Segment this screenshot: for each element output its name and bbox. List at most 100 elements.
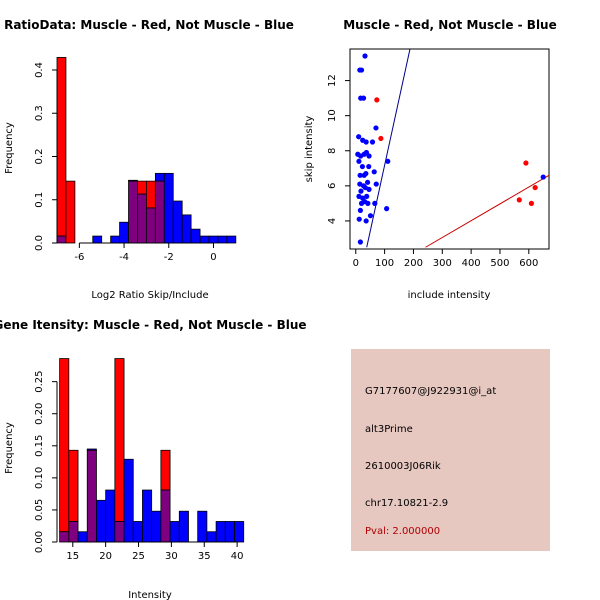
not-muscle-bar <box>92 235 103 244</box>
y-tick-label: 0.15 <box>34 435 45 457</box>
not-muscle-point <box>364 179 371 185</box>
not-muscle-point <box>359 163 366 170</box>
overlap-bar <box>56 235 67 244</box>
scatter-ylabel: skip intensity <box>304 116 315 183</box>
muscle-bar <box>59 358 70 533</box>
not-muscle-point <box>366 153 372 159</box>
gene-name-text: 2610003J06Rik <box>365 461 441 472</box>
muscle-point <box>523 160 529 166</box>
overlap-bar <box>137 193 147 244</box>
not-muscle-point <box>357 207 363 214</box>
muscle-fit-line <box>425 174 549 248</box>
y-tick-label: 0.0 <box>34 235 45 251</box>
probe-info-panel: G7177607@J922931@i_at alt3Prime 2610003J… <box>351 349 550 551</box>
gene-hist-xlabel: Intensity <box>128 590 172 600</box>
not-muscle-point <box>364 193 370 199</box>
x-tick-label: 300 <box>433 258 452 269</box>
x-tick-label: -6 <box>74 252 84 263</box>
not-muscle-point <box>356 158 362 164</box>
x-tick-label: 20 <box>99 551 112 562</box>
not-muscle-bar <box>224 521 235 543</box>
y-tick-label: 12 <box>327 74 338 87</box>
not-muscle-bar <box>172 200 183 244</box>
y-tick-label: 0.20 <box>34 403 45 425</box>
x-tick-label: 0 <box>210 252 216 263</box>
not-muscle-bar <box>169 521 180 543</box>
muscle-point <box>528 200 535 206</box>
not-muscle-point <box>358 67 365 73</box>
not-muscle-point <box>385 158 391 164</box>
not-muscle-bar <box>208 235 219 244</box>
not-muscle-bar <box>206 531 217 543</box>
muscle-point <box>378 135 384 142</box>
overlap-bar <box>114 521 125 543</box>
y-tick-label: 6 <box>327 183 338 189</box>
muscle-point <box>516 197 522 203</box>
y-tick-label: 0.1 <box>34 192 45 208</box>
muscle-bar <box>146 180 156 209</box>
not-muscle-bar <box>199 235 210 244</box>
not-muscle-point <box>372 200 378 206</box>
location-text: chr17.10821-2.9 <box>365 498 449 509</box>
ratio-hist-title: RatioData: Muscle - Red, Not Muscle - Bl… <box>4 18 294 32</box>
scatter-y-axis: 4 6 8 10 12 <box>327 74 351 224</box>
x-tick-label: 40 <box>231 551 244 562</box>
not-muscle-point <box>540 174 546 180</box>
muscle-bar <box>160 449 171 491</box>
gene-intensity-histogram: Gene Itensity: Muscle - Red, Not Muscle … <box>0 318 307 600</box>
not-muscle-point <box>357 239 363 245</box>
muscle-point <box>374 97 380 103</box>
gene-hist-ylabel: Frequency <box>4 422 15 474</box>
not-muscle-point <box>373 125 379 131</box>
y-tick-label: 4 <box>327 218 338 224</box>
x-tick-label: 500 <box>490 258 509 269</box>
not-muscle-bar <box>163 172 174 244</box>
ratio-hist-x-axis: -6 -4 -2 0 <box>74 242 217 263</box>
y-tick-label: 0.3 <box>34 105 45 121</box>
y-tick-label: 0.25 <box>34 371 45 393</box>
y-tick-label: 0.10 <box>34 467 45 489</box>
not-muscle-point <box>367 213 374 219</box>
scatter-fit-lines <box>366 49 549 248</box>
gene-hist-x-axis: 15 20 25 30 35 40 <box>66 541 244 562</box>
muscle-bar <box>114 358 125 522</box>
event-type-text: alt3Prime <box>365 424 413 435</box>
overlap-bar <box>154 180 165 244</box>
not-muscle-point <box>356 216 362 222</box>
scatter-points <box>355 53 546 245</box>
not-muscle-point <box>363 170 369 177</box>
not-muscle-point <box>365 200 371 206</box>
y-tick-label: 8 <box>327 148 338 154</box>
not-muscle-bar <box>226 235 237 244</box>
not-muscle-fit-line <box>366 49 411 248</box>
x-tick-label: 200 <box>404 258 423 269</box>
not-muscle-point <box>384 206 390 212</box>
x-tick-label: 600 <box>519 258 538 269</box>
scatter-x-axis: 0 100 200 300 400 500 600 <box>353 248 538 269</box>
ratio-hist-ylabel: Frequency <box>4 122 15 174</box>
overlap-bar <box>146 207 156 244</box>
scatter-xlabel: include intensity <box>408 290 491 301</box>
x-tick-label: 30 <box>165 551 178 562</box>
not-muscle-bar <box>181 214 192 244</box>
not-muscle-point <box>366 163 372 170</box>
muscle-bar <box>65 180 76 244</box>
muscle-point <box>532 184 538 191</box>
not-muscle-bar <box>154 172 165 182</box>
x-tick-label: 25 <box>132 551 145 562</box>
overlap-bar <box>160 489 171 543</box>
not-muscle-point <box>360 95 367 101</box>
x-tick-label: 15 <box>66 551 79 562</box>
ratio-hist-y-axis: 0.0 0.1 0.2 0.3 0.4 <box>34 62 58 251</box>
not-muscle-bar <box>96 499 107 543</box>
not-muscle-bar <box>190 228 201 244</box>
not-muscle-bar <box>215 521 226 543</box>
not-muscle-point <box>356 134 362 140</box>
not-muscle-bar <box>132 521 143 543</box>
ratio-hist-xlabel: Log2 Ratio Skip/Include <box>91 290 208 301</box>
ratio-histogram: RatioData: Muscle - Red, Not Muscle - Bl… <box>4 18 294 301</box>
not-muscle-bar <box>217 235 228 244</box>
not-muscle-bar <box>105 489 116 543</box>
overlap-bar <box>59 531 70 543</box>
not-muscle-point <box>363 139 369 145</box>
